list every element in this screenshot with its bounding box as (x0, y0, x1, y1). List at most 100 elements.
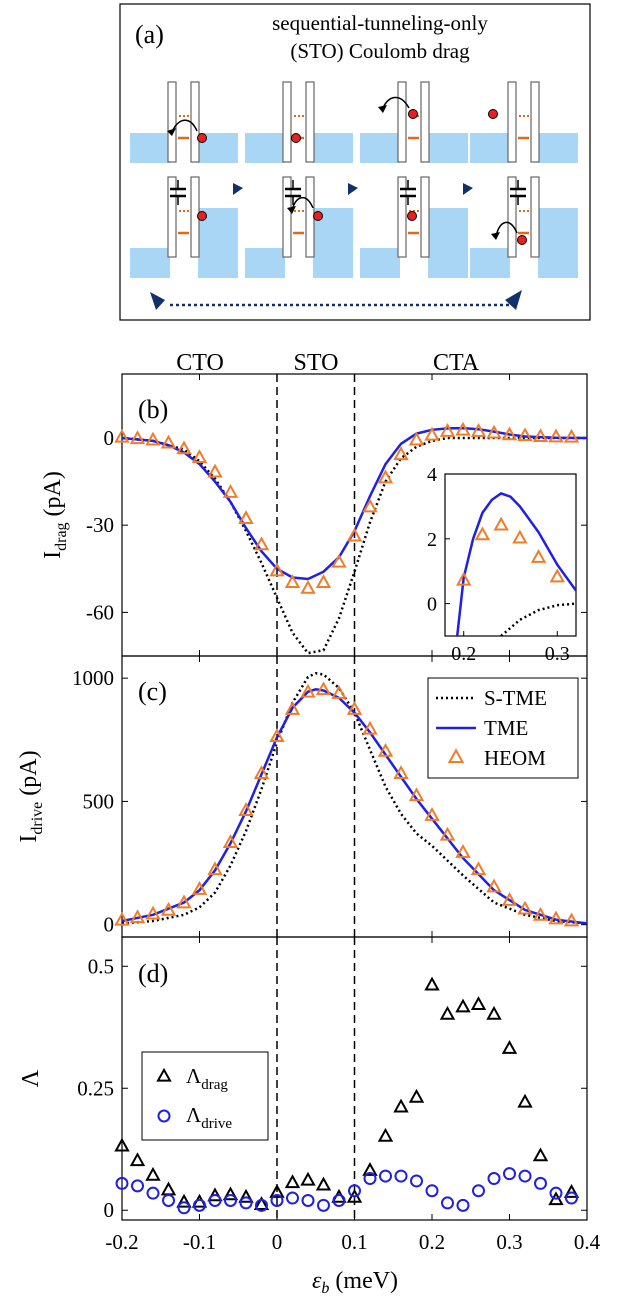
lambda-drag-point (238, 1188, 254, 1203)
arrowhead (167, 128, 176, 136)
heom-point (346, 527, 363, 542)
return-arrow-right (505, 290, 522, 310)
lambda-drag-point (176, 1193, 192, 1208)
inset-heom-point (493, 516, 509, 531)
y-axis-label-sub: drag (53, 522, 70, 550)
barrier-left (397, 81, 407, 163)
legend-box (141, 1051, 269, 1141)
inset-y-tick-label: 4 (427, 464, 437, 486)
inset-heom-point (512, 529, 528, 544)
heom-point (470, 422, 487, 437)
barrier-left (397, 176, 407, 258)
heom-point (207, 861, 223, 876)
legend-lambda-drive-sub: drive (201, 1116, 232, 1132)
lambda-drive-point (208, 1193, 222, 1207)
lambda-drag-point (145, 1166, 161, 1181)
inset-x-tick-label: 0.2 (451, 643, 476, 665)
reservoir-left (470, 133, 510, 163)
heom-point (284, 574, 301, 588)
heom-point (114, 428, 130, 443)
lambda-drag-point (362, 1162, 378, 1176)
tunnel-arrow (495, 221, 518, 237)
lambda-drive-point (348, 1184, 361, 1198)
heom-point (377, 469, 394, 484)
heom-point (408, 787, 425, 802)
panel-label-d: (d) (138, 959, 168, 988)
lambda-drag-point (377, 1127, 394, 1142)
lambda-drive-point (379, 1169, 392, 1183)
step-arrow (463, 183, 473, 195)
lambda-drag-point (486, 1005, 502, 1020)
lambda-drag-point (129, 1152, 146, 1167)
inset-s-tme-curve (500, 602, 576, 636)
electron-dot (488, 109, 498, 119)
inset-heom-point (549, 568, 565, 583)
barrier-left (507, 176, 517, 258)
lambda-drive-point (162, 1193, 175, 1207)
x-axis-subscript: b (321, 1280, 329, 1297)
lambda-drag-point (408, 1088, 425, 1103)
heom-point (439, 422, 456, 437)
x-tick-label: 0.1 (341, 1230, 367, 1254)
y-tick-label: 0 (104, 1198, 115, 1222)
legend-heom-swatch (447, 748, 465, 763)
barrier-right (530, 176, 540, 258)
electron-dot (517, 235, 527, 245)
y-tick-label: 0.25 (77, 1076, 114, 1100)
y-axis-label-unit: (pA) (16, 750, 42, 801)
y-tick-label: 500 (83, 789, 115, 813)
barrier-right (305, 176, 315, 258)
heom-point (486, 878, 502, 893)
heom-point (548, 910, 564, 925)
lambda-drive-point (270, 1193, 284, 1207)
inset-x-tick-label: 0.3 (545, 643, 570, 665)
heom-point (331, 685, 347, 699)
barrier-left (507, 81, 517, 163)
legend-lambda-drive-label: Λdrive (186, 1103, 232, 1132)
panel-b-drag: 0 -30 -60 (b) Idrag (pA) 0.2 0.3 0 2 4 (40, 373, 588, 665)
lambda-drive-point (255, 1198, 268, 1212)
y-tick-label: -60 (86, 600, 114, 624)
heom-point (300, 579, 316, 594)
x-axis-label: εb (meV) (312, 1268, 398, 1297)
heom-point (408, 431, 425, 446)
barrier-left (167, 176, 177, 258)
region-label-cto: CTO (176, 350, 224, 376)
barrier-right (305, 81, 315, 163)
reservoir-right (538, 133, 578, 163)
heom-point (563, 912, 580, 927)
reservoir-right (313, 133, 353, 163)
legend-lambda-drag-main: Λ (186, 1064, 202, 1088)
barrier-right (530, 81, 540, 163)
inset-frame (444, 473, 577, 637)
region-label-cta: CTA (433, 350, 480, 376)
reservoir-left (245, 248, 285, 278)
lambda-drive-point (239, 1196, 253, 1210)
schematic-diagram (130, 81, 578, 310)
panel-label-a: (a) (135, 20, 164, 49)
legend-lambda-drag-swatch (156, 1067, 172, 1082)
heom-point (176, 440, 192, 455)
y-axis-label-main: Λ (18, 1069, 44, 1087)
lambda-drag-point (284, 1174, 301, 1189)
reservoir-right (428, 208, 468, 278)
x-tick-label: 0.3 (496, 1230, 522, 1254)
heom-point (532, 906, 549, 921)
region-label-sto: STO (294, 350, 339, 376)
inset-plot (455, 492, 576, 636)
arrowhead (491, 232, 500, 240)
y-tick-label: -30 (86, 513, 114, 537)
lambda-drive-point (394, 1169, 408, 1183)
electron-dot (313, 211, 323, 221)
heom-point (284, 701, 301, 715)
reservoir-right (538, 208, 578, 278)
heom-point (160, 434, 177, 449)
heom-point (455, 421, 471, 436)
heom-point (393, 446, 409, 461)
y-tick-label: 0 (104, 426, 115, 450)
reservoir-left (130, 133, 170, 163)
heom-point (346, 701, 363, 715)
x-tick-label: 0.2 (419, 1230, 445, 1254)
tunnel-arrow (382, 96, 410, 109)
